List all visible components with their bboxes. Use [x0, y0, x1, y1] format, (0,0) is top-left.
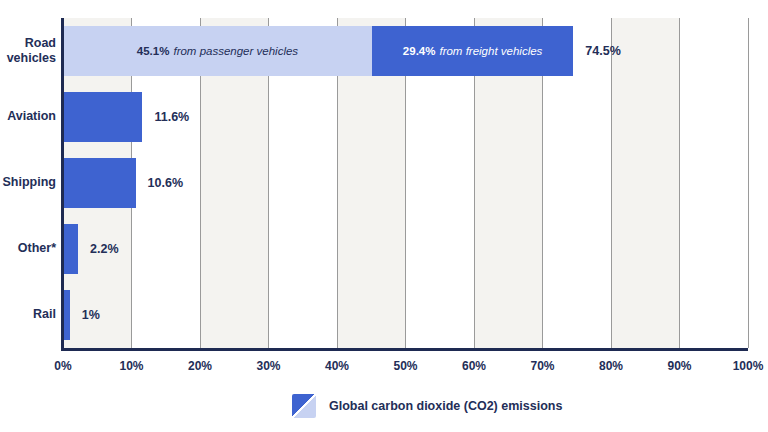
- bar-value-label: 10.6%: [148, 176, 183, 190]
- gridline: [611, 18, 612, 348]
- category-label: Other*: [0, 224, 56, 274]
- gridline: [679, 18, 680, 348]
- x-tick-label: 0%: [54, 359, 71, 373]
- bar-value-label: 74.5%: [585, 44, 620, 58]
- background-column-stripe: [680, 18, 749, 348]
- bar-segment: 29.4%from freight vehicles: [372, 26, 573, 76]
- category-label: Shipping: [0, 158, 56, 208]
- bar-segment: [63, 158, 136, 208]
- gridline: [748, 18, 749, 348]
- category-label: Rail: [0, 290, 56, 340]
- segment-description: from passenger vehicles: [173, 45, 298, 57]
- legend: Global carbon dioxide (CO2) emissions: [292, 394, 562, 418]
- bar-road-vehicles: 45.1%from passenger vehicles29.4%from fr…: [63, 26, 573, 76]
- bar-segment: [63, 92, 142, 142]
- category-label: Aviation: [0, 92, 56, 142]
- x-axis-line: [61, 348, 748, 351]
- bar-segment: 45.1%from passenger vehicles: [63, 26, 372, 76]
- x-tick-label: 80%: [599, 359, 623, 373]
- x-tick-label: 90%: [667, 359, 691, 373]
- bar-aviation: [63, 92, 142, 142]
- bar-value-label: 11.6%: [154, 110, 189, 124]
- x-tick-label: 50%: [393, 359, 417, 373]
- bar-shipping: [63, 158, 136, 208]
- legend-swatch-icon: [292, 394, 316, 418]
- x-tick-label: 30%: [256, 359, 280, 373]
- x-tick-label: 10%: [119, 359, 143, 373]
- bar-value-label: 2.2%: [90, 242, 119, 256]
- x-tick-label: 60%: [462, 359, 486, 373]
- emissions-bar-chart: 45.1%from passenger vehicles29.4%from fr…: [0, 0, 768, 432]
- bar-value-label: 1%: [82, 308, 100, 322]
- bar-other-: [63, 224, 78, 274]
- x-tick-label: 100%: [733, 359, 764, 373]
- x-tick-label: 20%: [188, 359, 212, 373]
- x-tick-label: 70%: [530, 359, 554, 373]
- bar-segment: [63, 290, 70, 340]
- segment-value: 29.4%: [403, 45, 436, 57]
- y-axis-line: [61, 18, 64, 351]
- bar-rail: [63, 290, 70, 340]
- category-label: Road vehicles: [0, 26, 56, 76]
- background-column-stripe: [611, 18, 680, 348]
- segment-description: from freight vehicles: [439, 45, 542, 57]
- x-tick-label: 40%: [325, 359, 349, 373]
- segment-value: 45.1%: [137, 45, 170, 57]
- legend-label: Global carbon dioxide (CO2) emissions: [329, 399, 562, 413]
- bar-segment: [63, 224, 78, 274]
